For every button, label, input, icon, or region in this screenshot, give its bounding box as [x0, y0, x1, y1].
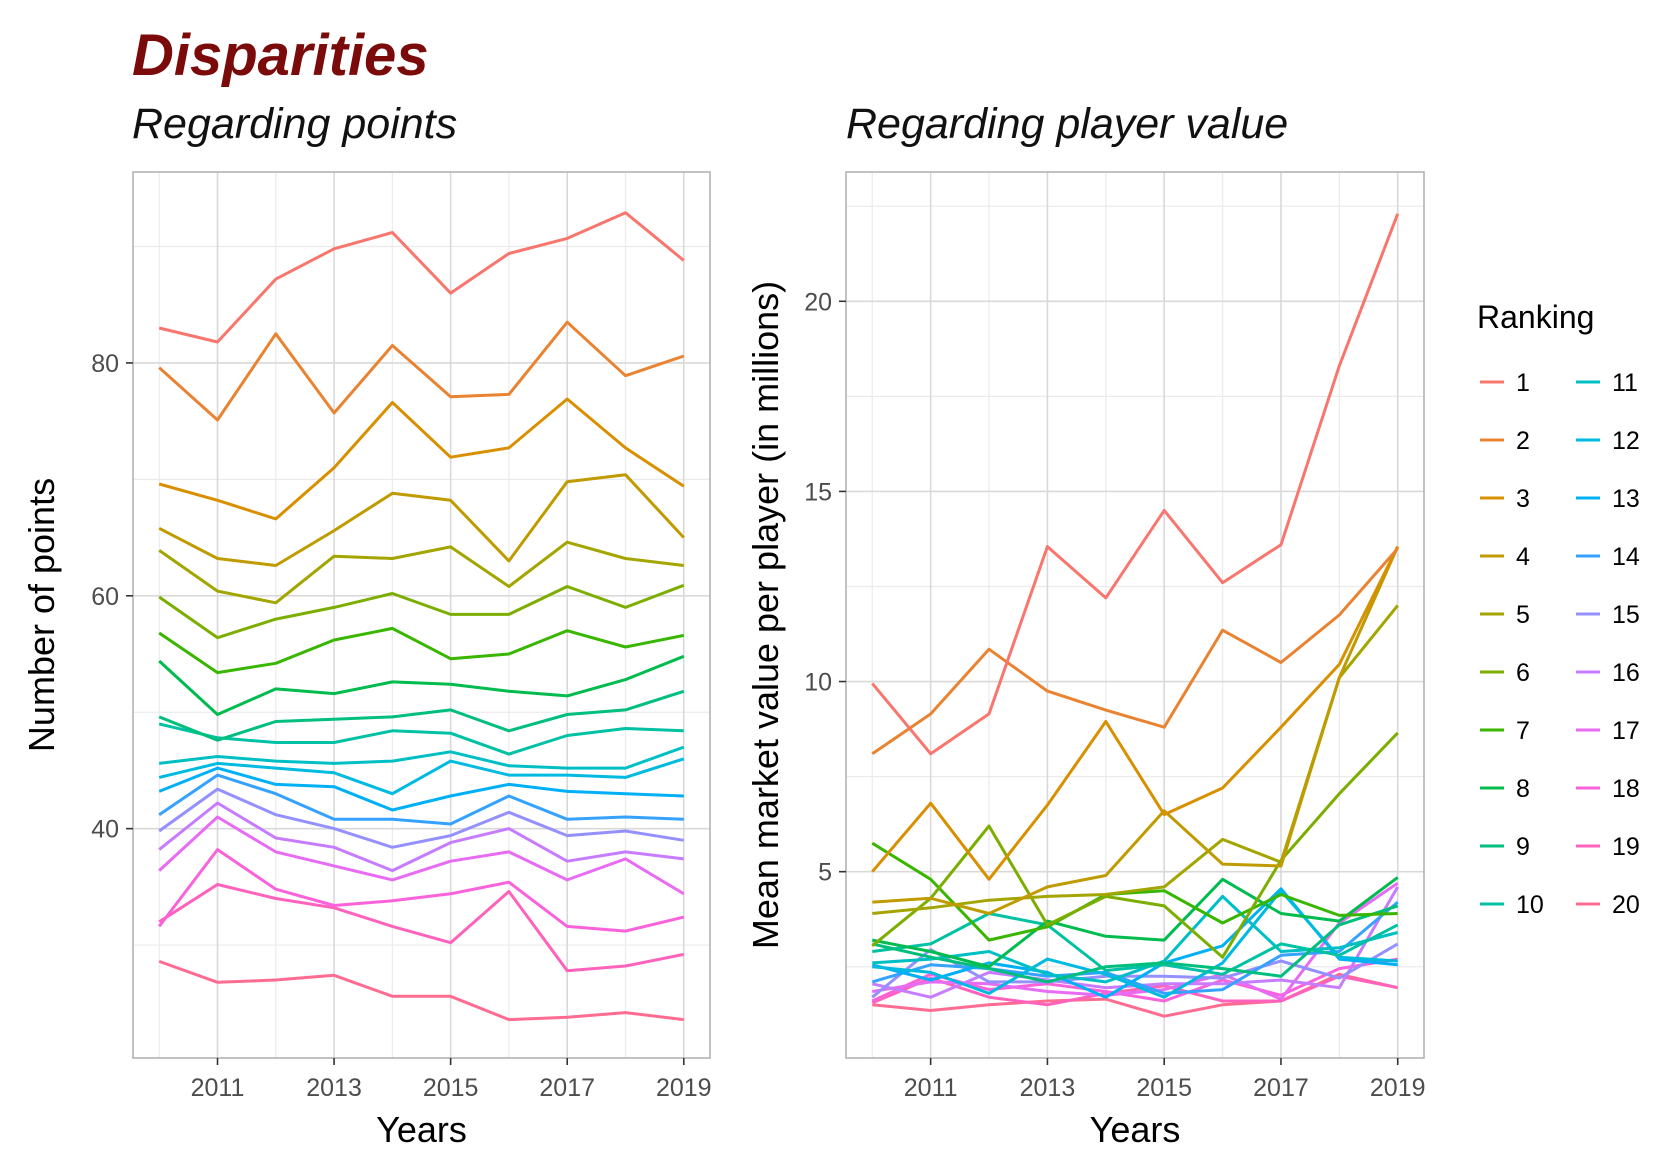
x-tick-label: 2017 [1253, 1074, 1309, 1102]
x-tick-label: 2011 [191, 1074, 245, 1102]
value-series-line-rank-12 [872, 889, 1398, 999]
x-tick-label: 2017 [539, 1074, 595, 1102]
legend-label-rank-20: 20 [1612, 891, 1640, 919]
x-tick-label: 2019 [656, 1074, 712, 1102]
points-series-line-rank-18 [158, 848, 685, 933]
x-tick-label: 2011 [904, 1074, 958, 1102]
legend-label-rank-13: 13 [1612, 485, 1640, 513]
left-chart-title: Regarding points [132, 100, 458, 148]
points-series-line-rank-20 [158, 959, 684, 1022]
x-tick-label: 2013 [306, 1074, 362, 1102]
points-series-line-rank-7 [158, 626, 685, 675]
legend-label-rank-15: 15 [1612, 601, 1640, 629]
points-series-line-rank-19 [158, 883, 685, 973]
legend-label-rank-10: 10 [1516, 891, 1544, 919]
value-chart-panel: 2011 2013 2015 2017 2019 5 10 15 20 Years Mean mar… [745, 171, 1426, 1150]
legend-label-rank-3: 3 [1516, 485, 1530, 513]
points-series-line-rank-2 [158, 320, 685, 422]
y-axis-title: Mean market value per player (in million… [745, 281, 786, 949]
points-series-line-rank-16 [158, 801, 684, 873]
legend-label-rank-7: 7 [1516, 717, 1530, 745]
points-series-line-rank-17 [158, 815, 685, 896]
legend-label-rank-9: 9 [1516, 833, 1530, 861]
legend-title: Ranking [1477, 299, 1594, 335]
y-tick-label: 80 [91, 350, 119, 378]
value-series-line-rank-9 [871, 904, 1399, 984]
x-axis-title: Years [376, 1109, 467, 1150]
y-tick-label: 20 [804, 288, 832, 316]
legend-label-rank-4: 4 [1516, 543, 1530, 571]
y-tick-label: 40 [91, 816, 119, 844]
value-series-line-rank-4 [872, 545, 1400, 915]
panel-border [845, 171, 1425, 1059]
y-tick-label: 5 [818, 859, 832, 887]
main-title: Disparities [132, 23, 429, 88]
value-series-line-rank-1 [871, 213, 1400, 756]
value-series-line-rank-6 [871, 731, 1399, 959]
value-series-line-rank-14 [871, 900, 1399, 995]
legend-label-rank-12: 12 [1612, 427, 1640, 455]
points-series-line-rank-4 [158, 473, 685, 567]
value-series-line-rank-19 [871, 974, 1398, 1007]
legend-label-rank-14: 14 [1612, 543, 1640, 571]
y-tick-label: 60 [91, 583, 119, 611]
value-series-line-rank-3 [871, 545, 1400, 881]
value-series-line-rank-2 [871, 547, 1399, 756]
points-series-line-rank-3 [158, 397, 685, 521]
points-series-line-rank-11 [159, 745, 685, 770]
points-series-line-rank-8 [158, 654, 685, 716]
y-axis-title: Number of points [21, 478, 62, 752]
legend-label-rank-1: 1 [1516, 369, 1530, 397]
legend-label-rank-17: 17 [1612, 717, 1640, 745]
legend-label-rank-6: 6 [1516, 659, 1530, 687]
points-series-line-rank-10 [158, 722, 684, 756]
points-chart-panel: 2011 2013 2015 2017 2019 40 60 80 Years Number of… [21, 171, 712, 1150]
legend-label-rank-16: 16 [1612, 659, 1640, 687]
points-series-line-rank-15 [158, 787, 685, 849]
points-series-line-rank-14 [158, 773, 684, 826]
value-series-line-rank-8 [872, 876, 1399, 969]
points-series-line-rank-5 [158, 540, 684, 605]
x-tick-label: 2015 [423, 1074, 479, 1102]
x-tick-label: 2013 [1020, 1074, 1076, 1102]
x-tick-label: 2015 [1136, 1074, 1192, 1102]
points-series-line-rank-12 [158, 757, 685, 796]
x-tick-label: 2019 [1370, 1074, 1426, 1102]
y-tick-label: 15 [804, 478, 832, 506]
points-series-line-rank-1 [158, 211, 685, 344]
points-series-line-rank-6 [158, 583, 685, 640]
legend-label-rank-8: 8 [1516, 775, 1530, 803]
right-chart-title: Regarding player value [846, 100, 1289, 148]
panel-border [132, 171, 711, 1059]
legend-label-rank-5: 5 [1516, 601, 1530, 629]
legend-label-rank-11: 11 [1612, 369, 1638, 397]
value-series-line-rank-5 [872, 604, 1399, 915]
y-tick-label: 10 [804, 669, 832, 697]
legend-label-rank-18: 18 [1612, 775, 1640, 803]
points-series-line-rank-9 [158, 689, 685, 742]
points-series-line-rank-13 [158, 766, 684, 812]
x-axis-title: Years [1090, 1109, 1181, 1150]
legend-label-rank-19: 19 [1612, 833, 1640, 861]
legend-label-rank-2: 2 [1516, 427, 1530, 455]
value-series-line-rank-7 [871, 841, 1398, 942]
